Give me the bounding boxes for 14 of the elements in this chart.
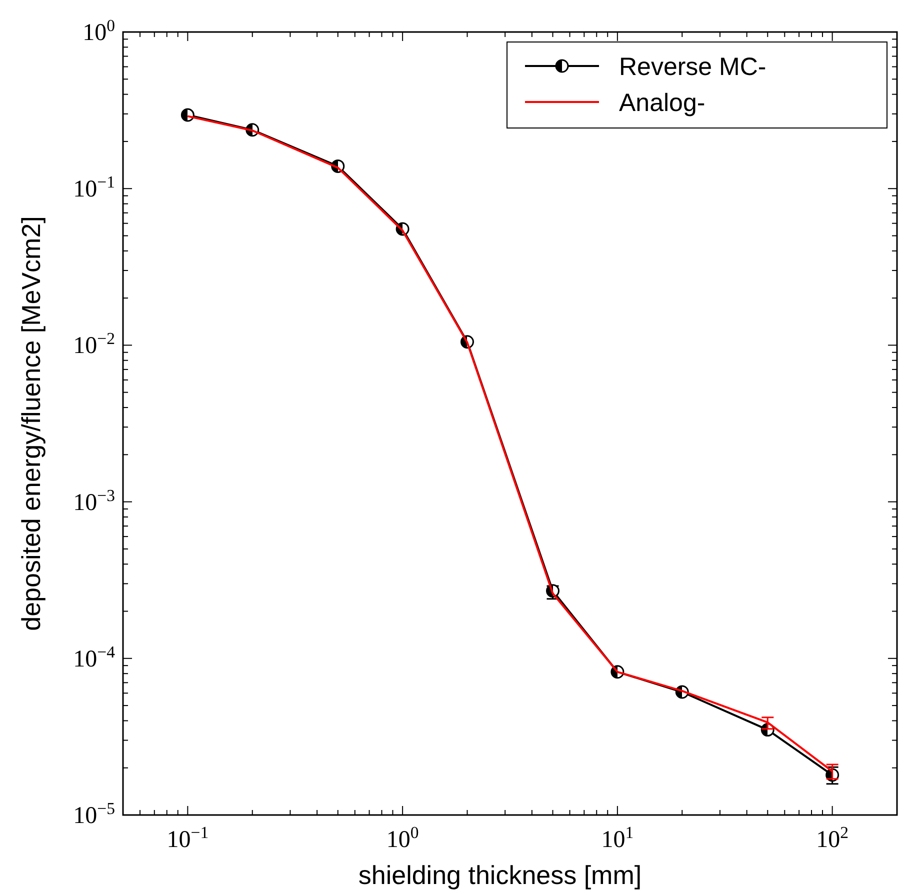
legend-label: Reverse MC- [619,53,766,81]
y-tick-label: 10$^{−3}$ [73,485,115,516]
y-tick-label: 10$^{0}$ [82,16,115,46]
x-tick-label: 10$^{2}$ [816,822,849,853]
y-tick-label: 10$^{−5}$ [73,798,115,829]
x-tick-label: 10$^{0}$ [386,822,419,853]
y-tick-label: 10$^{−2}$ [73,328,115,360]
y-tick-label: 10$^{−4}$ [73,642,116,672]
legend-label: Analog- [619,89,706,117]
x-tick-label: 10$^{1}$ [601,822,634,853]
y-axis-title: deposited energy/fluence [MeVcm2] [16,216,46,631]
y-tick-label: 10$^{−1}$ [73,172,115,203]
x-axis-title: shielding thickness [mm] [358,860,642,890]
x-tick-label: 10$^{−1}$ [166,822,209,853]
